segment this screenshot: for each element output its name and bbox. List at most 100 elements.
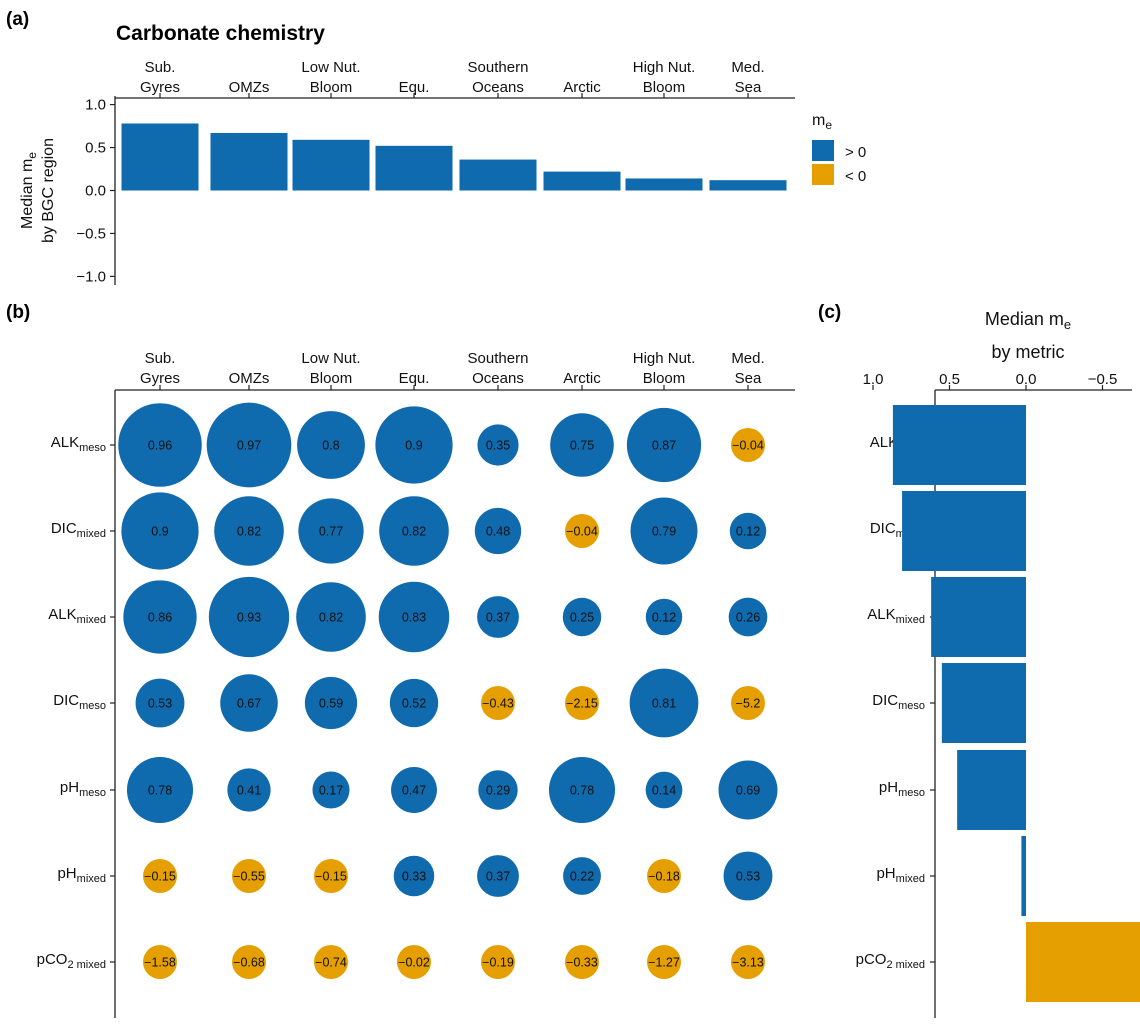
bubble-value-label: 0.17 <box>319 784 343 798</box>
bubble-value-label: −0.19 <box>482 956 514 970</box>
bubble <box>297 411 365 479</box>
x-tick-label: Bloom <box>643 79 686 96</box>
bubble-value-label: 0.12 <box>652 611 676 625</box>
bar <box>941 663 1026 743</box>
legend-label-positive: > 0 <box>845 144 866 161</box>
bubble-value-label: −5.2 <box>736 697 761 711</box>
bubble <box>731 686 765 720</box>
bubble-value-label: 0.81 <box>652 697 676 711</box>
column-label: Equ. <box>399 370 430 387</box>
bubble-value-label: 0.41 <box>237 784 261 798</box>
bubble-value-label: 0.53 <box>148 697 172 711</box>
bubble-value-label: 0.9 <box>405 439 422 453</box>
x-tick-label: −0.5 <box>1088 371 1118 388</box>
x-tick-label: Oceans <box>472 79 524 96</box>
bubble-value-label: 0.87 <box>652 439 676 453</box>
bubble-value-label: −0.15 <box>144 870 176 884</box>
x-tick-label: Sea <box>735 79 762 96</box>
bubble <box>375 406 453 484</box>
bubble-value-label: 0.33 <box>402 870 426 884</box>
bubble <box>118 403 202 487</box>
x-tick-label: Southern <box>468 59 529 76</box>
legend-title: me <box>812 112 832 132</box>
column-label: High Nut. <box>633 350 696 367</box>
bubble <box>227 768 271 812</box>
bar <box>210 132 288 191</box>
x-tick-label: Sub. <box>145 59 176 76</box>
legend-label-negative: < 0 <box>845 168 866 185</box>
bubble-value-label: 0.82 <box>402 525 426 539</box>
chart-title-line: Median me <box>985 309 1071 332</box>
bubble <box>645 771 683 809</box>
bubble <box>731 428 765 462</box>
bubble <box>312 771 350 809</box>
column-label: Low Nut. <box>301 350 360 367</box>
bubble <box>121 492 199 570</box>
row-label: ALKmeso <box>51 434 106 454</box>
row-label: pHmixed <box>57 865 106 885</box>
bubble <box>378 581 450 653</box>
column-label: Arctic <box>563 370 601 387</box>
legend-swatch-negative <box>812 164 834 185</box>
bubble <box>630 497 698 565</box>
bubble <box>220 674 278 732</box>
bubble-value-label: 0.75 <box>570 439 594 453</box>
bubble-value-label: 0.29 <box>486 784 510 798</box>
bubble <box>298 498 364 564</box>
panel-label-a: (a) <box>6 9 29 30</box>
bubble-value-label: 0.8 <box>322 439 339 453</box>
bubble <box>232 859 266 893</box>
y-tick-label: 0.5 <box>85 140 106 157</box>
chart-title: Median me by metric <box>985 309 1071 362</box>
x-tick-label: 0.0 <box>1016 371 1037 388</box>
bubble-value-label: 0.12 <box>736 525 760 539</box>
bubble-value-label: −2.15 <box>566 697 598 711</box>
bubble-value-label: 0.86 <box>148 611 172 625</box>
bar <box>709 180 787 191</box>
x-tick-label: Low Nut. <box>301 59 360 76</box>
bubble-value-label: 0.53 <box>736 870 760 884</box>
bubbles: 0.96 0.97 0.8 0.9 0.35 0.75 0.87 −0.04 0.9 0.82 0.… <box>118 402 778 979</box>
bubble-value-label: 0.83 <box>402 611 426 625</box>
bubble <box>728 597 768 637</box>
panel-b-bubble-matrix: Sub. Gyres OMZs Low Nut. Bloom Equ. Southern Oc… <box>37 350 795 1018</box>
bubble-value-label: 0.48 <box>486 525 510 539</box>
bubble-value-label: −0.33 <box>566 956 598 970</box>
axes: 1.0 0.5 0.0 −0.5 −1.0 <box>76 93 795 285</box>
bubble <box>143 945 177 979</box>
bubble <box>647 945 681 979</box>
bubble <box>723 851 773 901</box>
bubble <box>296 582 366 652</box>
bubble <box>550 413 614 477</box>
column-label: Gyres <box>140 370 180 387</box>
bubble <box>379 496 449 566</box>
column-labels: Sub. Gyres OMZs Low Nut. Bloom Equ. Southern Oc… <box>140 350 765 387</box>
y-category-label: pCO2 mixed <box>856 951 925 971</box>
y-category-label: pHmixed <box>876 865 925 885</box>
bubble-value-label: 0.77 <box>319 525 343 539</box>
bar <box>957 750 1026 830</box>
bar <box>1026 922 1140 1002</box>
row-labels: ALKmeso DICmixed ALKmixed DICmeso pHmeso pHmi… <box>37 434 106 971</box>
y-axis-label: Median me by BGC region <box>19 138 57 243</box>
bubble-value-label: −0.43 <box>482 697 514 711</box>
bubble <box>565 945 599 979</box>
bubble <box>477 855 519 897</box>
column-label: Sub. <box>145 350 176 367</box>
bubble <box>478 770 518 810</box>
bubble <box>389 678 439 728</box>
bubble <box>304 676 358 730</box>
bubble <box>314 859 348 893</box>
bubble-value-label: −3.13 <box>732 956 764 970</box>
bubble-value-label: 0.26 <box>736 611 760 625</box>
bubble <box>135 678 185 728</box>
bubble <box>126 756 194 824</box>
column-label: OMZs <box>229 370 270 387</box>
bubble-value-label: −0.18 <box>648 870 680 884</box>
bubble <box>143 859 177 893</box>
bubble <box>629 668 699 738</box>
bubble-value-label: −0.55 <box>233 870 265 884</box>
x-tick-label: Bloom <box>310 79 353 96</box>
bubble <box>477 596 519 638</box>
bar <box>292 139 370 191</box>
